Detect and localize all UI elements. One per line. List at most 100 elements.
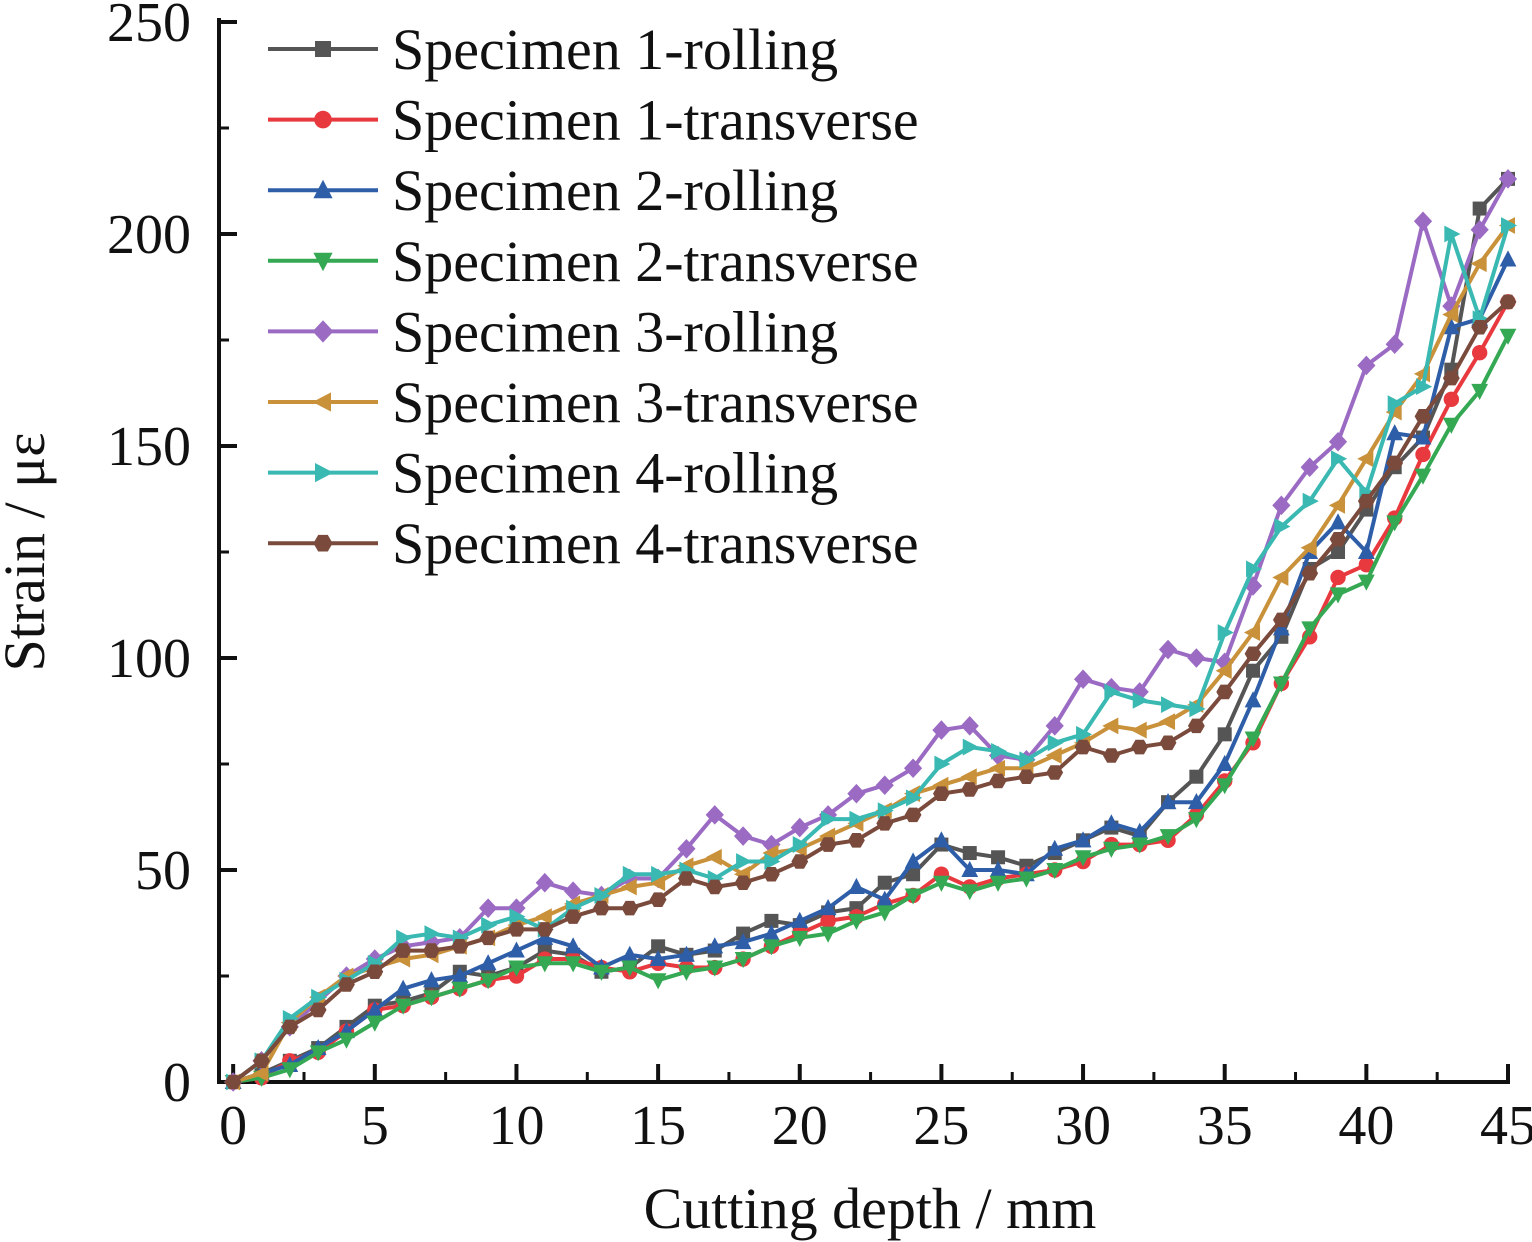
series-line — [232, 300, 1510, 1084]
data-point — [1243, 576, 1263, 596]
series-layer — [224, 169, 1518, 1092]
data-point — [508, 922, 525, 937]
data-point — [848, 877, 865, 894]
legend-marker — [312, 320, 334, 343]
data-point — [819, 899, 837, 916]
data-point — [904, 888, 922, 905]
data-point — [1216, 684, 1234, 700]
data-point — [1302, 492, 1319, 510]
data-point — [1357, 493, 1375, 509]
data-point — [1413, 211, 1433, 232]
data-point — [677, 839, 696, 859]
data-point — [791, 911, 809, 928]
data-point — [1274, 518, 1291, 535]
legend-item: Specimen 1-rolling — [268, 17, 838, 82]
data-point — [790, 817, 809, 838]
data-point — [1301, 565, 1319, 581]
data-point — [734, 875, 752, 890]
data-point — [649, 949, 667, 967]
data-point — [338, 977, 355, 992]
data-point — [620, 878, 637, 896]
data-point — [934, 755, 951, 773]
data-point — [906, 867, 921, 882]
x-tick-label: 0 — [219, 1095, 247, 1157]
data-point — [338, 1032, 355, 1049]
data-point — [1498, 169, 1518, 189]
data-point — [1131, 739, 1149, 755]
data-point — [821, 810, 838, 828]
y-tick-label: 100 — [107, 628, 191, 690]
x-tick-label: 45 — [1480, 1095, 1532, 1157]
data-point — [933, 831, 950, 848]
data-point — [1442, 318, 1460, 335]
data-point — [535, 872, 554, 893]
legend-label: Specimen 1-transverse — [392, 88, 919, 153]
data-point — [1130, 721, 1147, 739]
data-point — [1158, 713, 1176, 730]
axes: 0 50 100 150 200 250 0 5 10 15 20 25 30 35 40 45 — [107, 0, 1532, 1157]
data-point — [1272, 612, 1290, 628]
data-point — [593, 964, 610, 981]
data-point — [366, 964, 384, 980]
data-point — [1073, 669, 1093, 689]
legend-marker — [314, 110, 332, 129]
data-point — [508, 960, 525, 977]
data-point — [1131, 822, 1149, 839]
data-point — [309, 1045, 327, 1062]
data-point — [366, 1000, 384, 1017]
data-point — [423, 943, 440, 958]
data-point — [1357, 450, 1374, 468]
data-point — [649, 973, 667, 990]
data-point — [1470, 255, 1487, 273]
data-point — [705, 848, 722, 866]
y-axis-title: Strain / μɛ — [0, 432, 57, 671]
data-point — [1104, 683, 1121, 701]
data-point — [649, 892, 667, 907]
data-point — [564, 881, 583, 901]
legend-label: Specimen 2-rolling — [392, 158, 838, 223]
data-point — [423, 971, 440, 988]
data-point — [481, 916, 498, 934]
data-point — [1471, 383, 1489, 400]
data-point — [1102, 814, 1120, 831]
series-8 — [224, 294, 1517, 1090]
data-point — [1471, 345, 1488, 361]
data-point — [819, 837, 837, 852]
data-point — [1187, 648, 1206, 668]
data-point — [1243, 624, 1261, 641]
data-point — [791, 854, 809, 869]
data-point — [706, 879, 724, 895]
data-point — [1244, 691, 1262, 708]
data-point — [961, 884, 979, 901]
data-point — [1215, 652, 1234, 673]
legend-item: Specimen 4-transverse — [268, 511, 919, 576]
data-point — [763, 924, 780, 941]
data-point — [1131, 837, 1149, 854]
data-point — [622, 865, 639, 883]
data-point — [1187, 812, 1205, 829]
data-point — [1187, 793, 1205, 810]
data-point — [763, 939, 780, 956]
data-point — [989, 875, 1007, 892]
data-point — [1386, 455, 1404, 471]
data-point — [1102, 717, 1119, 735]
data-point — [792, 836, 809, 853]
data-point — [1159, 735, 1177, 751]
data-point — [989, 773, 1007, 789]
data-point — [621, 900, 639, 916]
data-point — [678, 964, 695, 981]
data-point — [508, 941, 525, 958]
legend-label: Specimen 2-transverse — [392, 229, 919, 294]
data-point — [906, 789, 923, 807]
data-point — [451, 939, 469, 954]
data-point — [848, 833, 865, 848]
data-point — [1161, 696, 1178, 714]
data-point — [1102, 841, 1120, 858]
legend-label: Specimen 4-transverse — [392, 511, 919, 576]
data-point — [991, 850, 1006, 865]
legend-item: Specimen 2-transverse — [268, 229, 919, 294]
data-point — [762, 844, 779, 862]
data-point — [1442, 417, 1460, 434]
data-point — [1189, 769, 1204, 784]
data-point — [1272, 495, 1291, 516]
